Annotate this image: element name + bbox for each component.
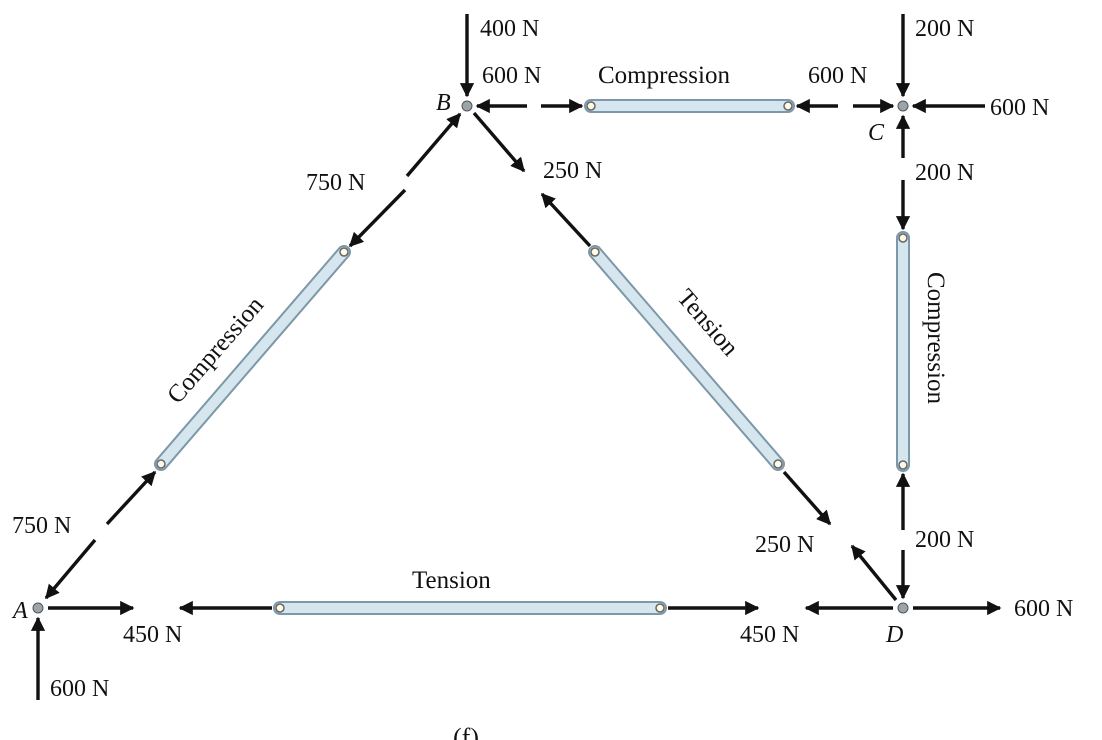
arrow-ab-bottom (105, 470, 157, 526)
joint-label-a: A (11, 598, 28, 624)
arrow-b-ab (405, 112, 462, 178)
member-bd-bar (588, 245, 785, 471)
joint-label-c: C (868, 120, 885, 146)
member-label-bc: Compression (598, 62, 730, 89)
joint-b (461, 100, 473, 112)
member-bc-bar (584, 99, 795, 113)
joint-d (897, 602, 909, 614)
joint-a (32, 602, 44, 614)
member-ad-bar (273, 601, 667, 615)
arrow-bd-bottom (782, 470, 832, 526)
force-label-bd-bottom: 250 N (755, 532, 814, 558)
force-label-cd-bottom: 200 N (915, 527, 974, 553)
joint-label-b: B (436, 90, 451, 116)
force-label-bc-c: 600 N (808, 63, 867, 89)
member-label-ad: Tension (412, 567, 491, 594)
load-label-b-400: 400 N (480, 16, 539, 42)
arrow-b-bd (472, 111, 526, 173)
force-label-ab-top: 750 N (306, 170, 365, 196)
load-label-c-600: 600 N (990, 95, 1049, 121)
member-label-cd: Compression (922, 272, 949, 404)
arrow-bd-top (540, 192, 592, 248)
force-label-ad-right: 450 N (740, 622, 799, 648)
member-cd-bar (896, 231, 910, 472)
figure-caption: (f) (453, 723, 479, 740)
joint-c (897, 100, 909, 112)
load-label-d-600: 600 N (1014, 596, 1073, 622)
joint-label-d: D (885, 622, 903, 648)
arrow-a-ab (44, 538, 97, 600)
arrow-d-bd (850, 544, 898, 602)
load-label-c-200: 200 N (915, 16, 974, 42)
load-label-a-600: 600 N (50, 676, 109, 702)
force-label-ad-left: 450 N (123, 622, 182, 648)
force-label-ab-bottom: 750 N (12, 513, 71, 539)
force-label-bc-b: 600 N (482, 63, 541, 89)
force-label-cd-top: 200 N (915, 160, 974, 186)
force-label-bd-top: 250 N (543, 158, 602, 184)
arrow-ab-top (348, 188, 407, 248)
member-ab-bar (154, 245, 351, 471)
